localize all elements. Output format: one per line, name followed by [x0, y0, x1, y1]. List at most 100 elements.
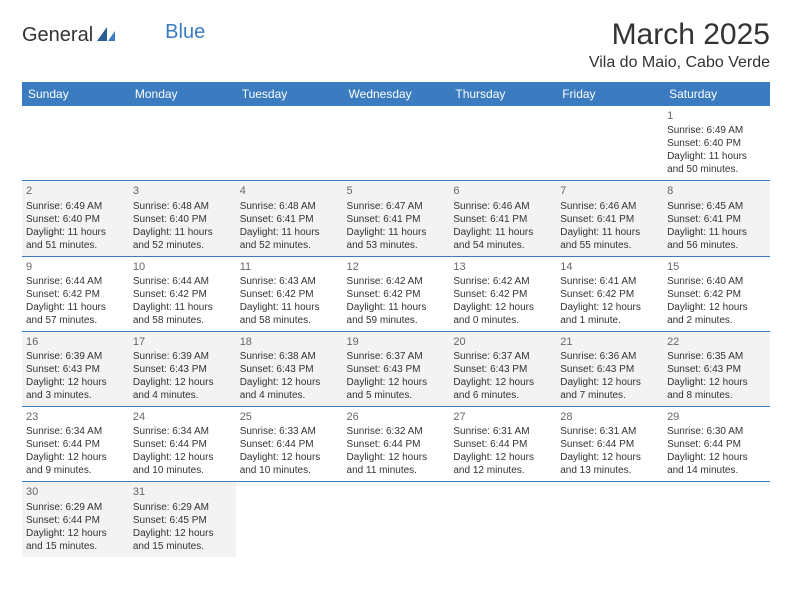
calendar-day-cell: 29Sunrise: 6:30 AMSunset: 6:44 PMDayligh… [663, 407, 770, 482]
sunrise-text: Sunrise: 6:38 AM [240, 350, 339, 363]
day-number: 7 [560, 184, 659, 198]
calendar-day-cell [556, 482, 663, 557]
daylight-text: Daylight: 12 hours and 15 minutes. [133, 527, 232, 553]
calendar-day-cell: 9Sunrise: 6:44 AMSunset: 6:42 PMDaylight… [22, 256, 129, 331]
sunset-text: Sunset: 6:43 PM [560, 363, 659, 376]
calendar-day-cell: 20Sunrise: 6:37 AMSunset: 6:43 PMDayligh… [449, 331, 556, 406]
month-title: March 2025 [589, 18, 770, 52]
sunset-text: Sunset: 6:41 PM [453, 213, 552, 226]
brand-part1: General [22, 24, 93, 47]
calendar-day-cell: 13Sunrise: 6:42 AMSunset: 6:42 PMDayligh… [449, 256, 556, 331]
sunrise-text: Sunrise: 6:45 AM [667, 200, 766, 213]
sunset-text: Sunset: 6:44 PM [560, 438, 659, 451]
sunrise-text: Sunrise: 6:36 AM [560, 350, 659, 363]
sunrise-text: Sunrise: 6:33 AM [240, 425, 339, 438]
sunrise-text: Sunrise: 6:49 AM [667, 124, 766, 137]
sunrise-text: Sunrise: 6:37 AM [453, 350, 552, 363]
title-block: March 2025 Vila do Maio, Cabo Verde [589, 18, 770, 72]
daylight-text: Daylight: 11 hours and 59 minutes. [347, 301, 446, 327]
sunset-text: Sunset: 6:41 PM [560, 213, 659, 226]
sunrise-text: Sunrise: 6:41 AM [560, 275, 659, 288]
sunset-text: Sunset: 6:44 PM [240, 438, 339, 451]
day-number: 16 [26, 335, 125, 349]
daylight-text: Daylight: 12 hours and 6 minutes. [453, 376, 552, 402]
sunrise-text: Sunrise: 6:47 AM [347, 200, 446, 213]
calendar-day-cell: 1Sunrise: 6:49 AMSunset: 6:40 PMDaylight… [663, 106, 770, 181]
sunrise-text: Sunrise: 6:49 AM [26, 200, 125, 213]
daylight-text: Daylight: 12 hours and 8 minutes. [667, 376, 766, 402]
sunrise-text: Sunrise: 6:34 AM [133, 425, 232, 438]
day-number: 17 [133, 335, 232, 349]
daylight-text: Daylight: 12 hours and 12 minutes. [453, 451, 552, 477]
calendar-day-cell: 7Sunrise: 6:46 AMSunset: 6:41 PMDaylight… [556, 181, 663, 256]
weekday-header: Saturday [663, 82, 770, 106]
sunset-text: Sunset: 6:43 PM [347, 363, 446, 376]
calendar-day-cell: 3Sunrise: 6:48 AMSunset: 6:40 PMDaylight… [129, 181, 236, 256]
daylight-text: Daylight: 12 hours and 9 minutes. [26, 451, 125, 477]
calendar-day-cell: 28Sunrise: 6:31 AMSunset: 6:44 PMDayligh… [556, 407, 663, 482]
weekday-header: Friday [556, 82, 663, 106]
sunrise-text: Sunrise: 6:42 AM [347, 275, 446, 288]
calendar-week-row: 23Sunrise: 6:34 AMSunset: 6:44 PMDayligh… [22, 407, 770, 482]
sunrise-text: Sunrise: 6:39 AM [133, 350, 232, 363]
day-number: 14 [560, 260, 659, 274]
day-number: 22 [667, 335, 766, 349]
calendar-day-cell [663, 482, 770, 557]
calendar-day-cell [236, 482, 343, 557]
daylight-text: Daylight: 11 hours and 53 minutes. [347, 226, 446, 252]
calendar-week-row: 16Sunrise: 6:39 AMSunset: 6:43 PMDayligh… [22, 331, 770, 406]
day-number: 4 [240, 184, 339, 198]
daylight-text: Daylight: 12 hours and 0 minutes. [453, 301, 552, 327]
daylight-text: Daylight: 11 hours and 54 minutes. [453, 226, 552, 252]
calendar-week-row: 30Sunrise: 6:29 AMSunset: 6:44 PMDayligh… [22, 482, 770, 557]
day-number: 29 [667, 410, 766, 424]
calendar-day-cell: 14Sunrise: 6:41 AMSunset: 6:42 PMDayligh… [556, 256, 663, 331]
sunrise-text: Sunrise: 6:30 AM [667, 425, 766, 438]
sunset-text: Sunset: 6:44 PM [133, 438, 232, 451]
calendar-day-cell [449, 482, 556, 557]
sunrise-text: Sunrise: 6:42 AM [453, 275, 552, 288]
daylight-text: Daylight: 12 hours and 3 minutes. [26, 376, 125, 402]
sunrise-text: Sunrise: 6:48 AM [133, 200, 232, 213]
sunrise-text: Sunrise: 6:29 AM [133, 501, 232, 514]
sunset-text: Sunset: 6:42 PM [347, 288, 446, 301]
daylight-text: Daylight: 12 hours and 2 minutes. [667, 301, 766, 327]
day-number: 25 [240, 410, 339, 424]
calendar-day-cell: 19Sunrise: 6:37 AMSunset: 6:43 PMDayligh… [343, 331, 450, 406]
day-number: 12 [347, 260, 446, 274]
day-number: 10 [133, 260, 232, 274]
day-number: 28 [560, 410, 659, 424]
brand-part2: Blue [165, 21, 205, 44]
sunset-text: Sunset: 6:45 PM [133, 514, 232, 527]
sunrise-text: Sunrise: 6:29 AM [26, 501, 125, 514]
sail-icon [95, 25, 117, 43]
daylight-text: Daylight: 11 hours and 52 minutes. [133, 226, 232, 252]
sunrise-text: Sunrise: 6:43 AM [240, 275, 339, 288]
calendar-day-cell: 26Sunrise: 6:32 AMSunset: 6:44 PMDayligh… [343, 407, 450, 482]
daylight-text: Daylight: 11 hours and 57 minutes. [26, 301, 125, 327]
calendar-day-cell: 6Sunrise: 6:46 AMSunset: 6:41 PMDaylight… [449, 181, 556, 256]
sunset-text: Sunset: 6:43 PM [667, 363, 766, 376]
sunset-text: Sunset: 6:42 PM [453, 288, 552, 301]
sunset-text: Sunset: 6:42 PM [240, 288, 339, 301]
calendar-day-cell [556, 106, 663, 181]
calendar-day-cell: 4Sunrise: 6:48 AMSunset: 6:41 PMDaylight… [236, 181, 343, 256]
sunset-text: Sunset: 6:44 PM [26, 514, 125, 527]
sunset-text: Sunset: 6:42 PM [560, 288, 659, 301]
weekday-header-row: SundayMondayTuesdayWednesdayThursdayFrid… [22, 82, 770, 106]
daylight-text: Daylight: 12 hours and 15 minutes. [26, 527, 125, 553]
page-header: General Blue March 2025 Vila do Maio, Ca… [22, 18, 770, 72]
sunset-text: Sunset: 6:44 PM [26, 438, 125, 451]
sunrise-text: Sunrise: 6:48 AM [240, 200, 339, 213]
sunrise-text: Sunrise: 6:34 AM [26, 425, 125, 438]
sunset-text: Sunset: 6:44 PM [667, 438, 766, 451]
sunrise-text: Sunrise: 6:31 AM [560, 425, 659, 438]
day-number: 11 [240, 260, 339, 274]
daylight-text: Daylight: 12 hours and 1 minute. [560, 301, 659, 327]
sunrise-text: Sunrise: 6:40 AM [667, 275, 766, 288]
calendar-day-cell: 8Sunrise: 6:45 AMSunset: 6:41 PMDaylight… [663, 181, 770, 256]
day-number: 9 [26, 260, 125, 274]
calendar-day-cell [22, 106, 129, 181]
weekday-header: Monday [129, 82, 236, 106]
daylight-text: Daylight: 12 hours and 4 minutes. [133, 376, 232, 402]
